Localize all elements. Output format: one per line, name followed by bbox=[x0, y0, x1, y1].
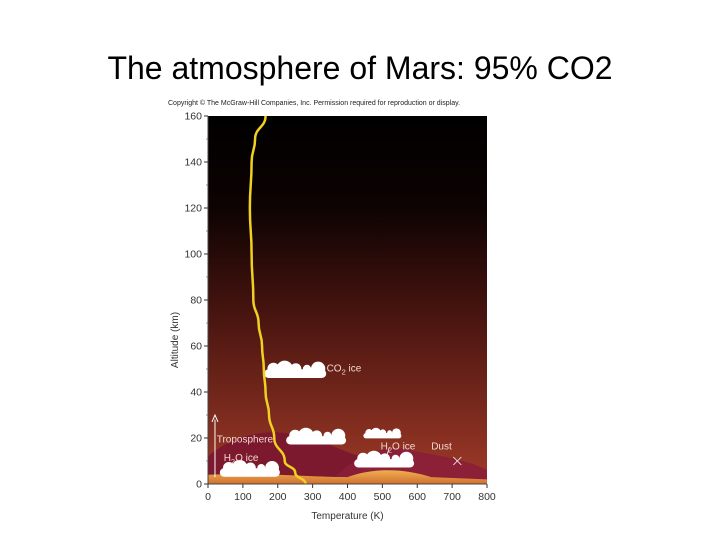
y-tick-label-100: 100 bbox=[184, 249, 202, 261]
y-tick-label-60: 60 bbox=[190, 341, 202, 353]
sky-background bbox=[208, 116, 487, 484]
y-tick-label-160: 160 bbox=[184, 111, 202, 123]
h2o-ice-cloud-mid bbox=[286, 427, 347, 445]
h2o-ice-cloud-surface bbox=[354, 450, 415, 468]
h2o-ice-low-leader bbox=[232, 462, 257, 473]
axes: 0 20 40 60 80 100 120 140 160 0 100 200 300 400 500 600… bbox=[170, 111, 496, 523]
y-tick-label-140: 140 bbox=[184, 157, 202, 169]
x-tick-label-800: 800 bbox=[478, 491, 496, 503]
x-tick-label-700: 700 bbox=[443, 491, 461, 503]
annotation-h2o-low: H2O ice bbox=[224, 453, 259, 466]
x-tick-label-0: 0 bbox=[205, 491, 211, 503]
y-tick-label-80: 80 bbox=[190, 295, 202, 307]
annotation-h2o-high: H2O ice bbox=[381, 442, 416, 455]
y-axis-label: Altitude (km) bbox=[170, 312, 181, 368]
y-tick-label-20: 20 bbox=[190, 433, 202, 445]
x-tick-label-200: 200 bbox=[269, 491, 287, 503]
plot-area bbox=[208, 115, 487, 485]
ground-surface bbox=[208, 470, 487, 484]
dust-particle-icon bbox=[453, 456, 462, 466]
annotations: CO2 ice H2O ice Dust Troposphere H2O ice bbox=[217, 363, 452, 466]
h2o-ice-cloud-high bbox=[363, 427, 402, 439]
copyright-notice: Copyright © The McGraw-Hill Companies, I… bbox=[168, 100, 461, 107]
x-tick-label-600: 600 bbox=[408, 491, 426, 503]
x-tick-label-500: 500 bbox=[374, 491, 392, 503]
x-axis-label: Temperature (K) bbox=[311, 511, 383, 522]
mars-atmosphere-chart: 0 20 40 60 80 100 120 140 160 0 100 200 300 400 500 600… bbox=[170, 111, 496, 523]
x-tick-label-100: 100 bbox=[234, 491, 252, 503]
annotation-troposphere: Troposphere bbox=[217, 435, 274, 446]
y-tick-label-120: 120 bbox=[184, 203, 202, 215]
troposphere-arrow-head bbox=[211, 413, 219, 423]
annotation-co2: CO2 ice bbox=[327, 363, 362, 376]
h2o-ice-high-leader bbox=[385, 447, 390, 459]
co2-ice-cloud bbox=[264, 360, 327, 378]
h2o-ice-cloud-low bbox=[219, 459, 280, 477]
y-tick-label-0: 0 bbox=[196, 479, 202, 491]
x-tick-label-400: 400 bbox=[339, 491, 357, 503]
x-tick-label-300: 300 bbox=[304, 491, 322, 503]
temperature-profile-line bbox=[248, 115, 307, 485]
annotation-dust: Dust bbox=[431, 442, 452, 453]
y-tick-label-40: 40 bbox=[190, 387, 202, 399]
slide-title: The atmosphere of Mars: 95% CO2 bbox=[107, 50, 613, 86]
